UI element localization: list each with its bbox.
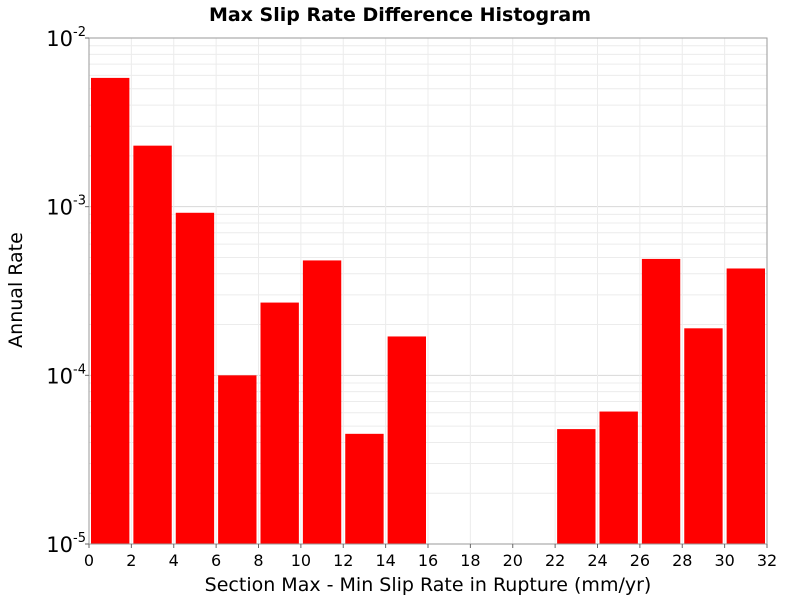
bars-group [91, 77, 765, 545]
x-tick-label: 18 [460, 551, 480, 570]
x-tick-label: 20 [503, 551, 523, 570]
x-tick-label: 28 [672, 551, 692, 570]
bar [387, 336, 426, 544]
bar [726, 268, 765, 544]
x-tick-label: 4 [169, 551, 179, 570]
chart-title: Max Slip Rate Difference Histogram [209, 4, 591, 26]
x-tick-label: 10 [291, 551, 311, 570]
bar [684, 328, 723, 544]
x-tick-label: 32 [757, 551, 777, 570]
x-axis-label: Section Max - Min Slip Rate in Rupture (… [205, 574, 652, 596]
bar [175, 212, 215, 544]
bar [345, 433, 384, 544]
x-tick-label: 6 [211, 551, 221, 570]
bar [557, 429, 596, 544]
bar [302, 260, 342, 544]
x-tick-label: 24 [587, 551, 607, 570]
x-tick-label: 26 [630, 551, 650, 570]
y-tick-label: 10-2 [46, 25, 86, 51]
bar [133, 145, 172, 544]
x-tick-label: 2 [126, 551, 136, 570]
y-tick-label: 10-5 [46, 531, 86, 557]
x-tick-label: 0 [84, 551, 94, 570]
x-axis-ticks: 0 2 4 6 8 10 12 14 16 18 20 22 24 26 28 30 32 [84, 544, 777, 570]
x-tick-label: 8 [253, 551, 263, 570]
y-tick-label: 10-4 [46, 362, 86, 388]
x-tick-label: 16 [418, 551, 438, 570]
x-tick-label: 30 [714, 551, 734, 570]
y-axis-label: Annual Rate [5, 232, 27, 348]
y-axis-ticks: 10-2 10-3 10-4 10-5 [46, 25, 89, 557]
bar [641, 258, 681, 544]
bar [218, 375, 257, 544]
bar [91, 77, 130, 545]
bar [599, 411, 638, 544]
x-tick-label: 14 [375, 551, 395, 570]
y-tick-label: 10-3 [46, 194, 86, 220]
bar [260, 302, 299, 544]
x-tick-label: 22 [545, 551, 565, 570]
x-tick-label: 12 [333, 551, 353, 570]
